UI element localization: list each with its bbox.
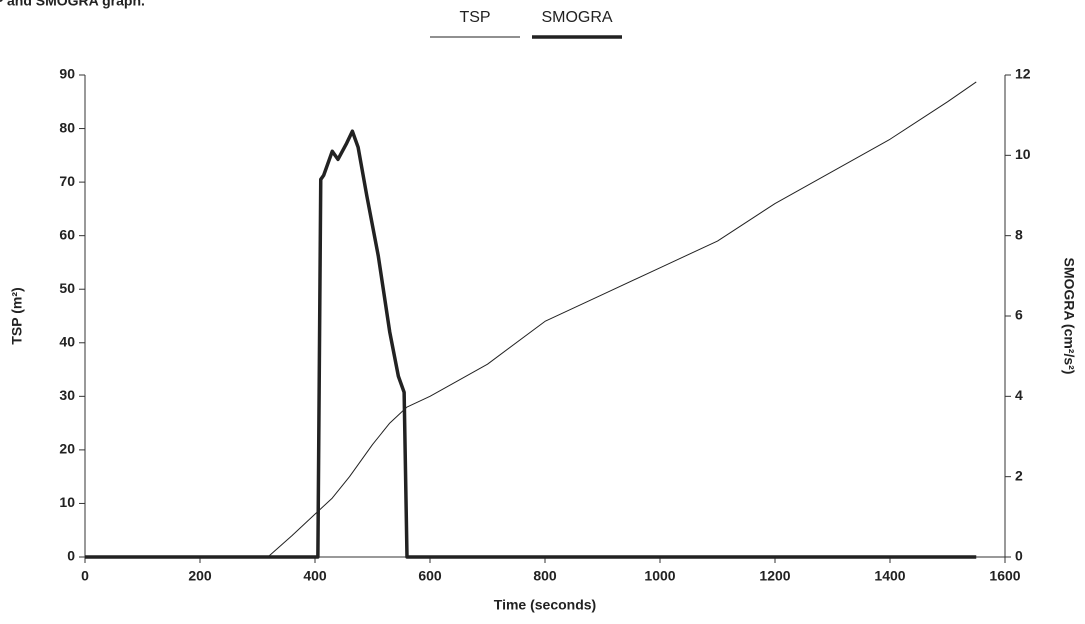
x-axis-label: Time (seconds): [494, 597, 596, 613]
y2-axis-label: SMOGRA (cm²/s²): [1061, 258, 1077, 375]
x-tick-label: 200: [188, 568, 212, 584]
y2-tick-label: 4: [1015, 387, 1023, 403]
y-tick-label: 80: [59, 119, 75, 135]
x-tick-label: 400: [303, 568, 327, 584]
legend-label: TSP: [459, 9, 490, 26]
legend-label: SMOGRA: [541, 9, 612, 26]
x-tick-label: 1600: [989, 568, 1020, 584]
series-line: [267, 81, 977, 558]
y-tick-label: 60: [59, 226, 75, 242]
y2-tick-label: 2: [1015, 467, 1023, 483]
y2-tick-label: 8: [1015, 226, 1023, 242]
y2-tick-label: 12: [1015, 66, 1031, 82]
y-tick-label: 0: [67, 548, 75, 564]
y2-tick-label: 0: [1015, 548, 1023, 564]
y-tick-label: 50: [59, 280, 75, 296]
y-tick-label: 40: [59, 333, 75, 349]
x-tick-label: 1200: [759, 568, 790, 584]
y2-tick-label: 6: [1015, 307, 1023, 323]
y-tick-label: 30: [59, 387, 75, 403]
x-tick-label: 1000: [644, 568, 675, 584]
y-tick-label: 10: [59, 494, 75, 510]
y-tick-label: 90: [59, 66, 75, 82]
y2-tick-label: 10: [1015, 146, 1031, 162]
y-tick-label: 70: [59, 173, 75, 189]
x-tick-label: 1400: [874, 568, 905, 584]
series-line: [85, 129, 977, 559]
chart-title: P and SMOGRA graph.: [0, 0, 145, 9]
y-tick-label: 20: [59, 441, 75, 457]
y-axis-label: TSP (m²): [9, 287, 25, 344]
x-tick-label: 600: [418, 568, 442, 584]
x-tick-label: 800: [533, 568, 557, 584]
x-tick-label: 0: [81, 568, 89, 584]
